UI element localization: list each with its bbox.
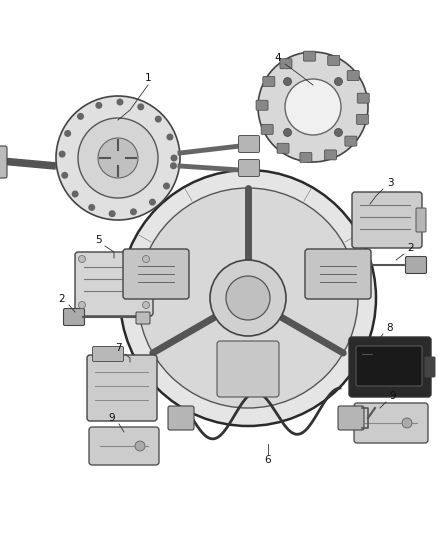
Circle shape <box>77 113 84 120</box>
Circle shape <box>258 52 368 162</box>
Circle shape <box>71 190 78 198</box>
Circle shape <box>166 134 173 141</box>
Circle shape <box>155 116 162 123</box>
FancyBboxPatch shape <box>87 355 157 421</box>
Circle shape <box>335 77 343 85</box>
Circle shape <box>283 77 292 85</box>
FancyBboxPatch shape <box>406 256 427 273</box>
Circle shape <box>95 102 102 109</box>
Circle shape <box>120 170 376 426</box>
FancyBboxPatch shape <box>345 136 357 146</box>
FancyBboxPatch shape <box>354 403 428 443</box>
FancyBboxPatch shape <box>300 152 312 163</box>
Circle shape <box>98 138 138 178</box>
FancyBboxPatch shape <box>347 70 359 80</box>
Circle shape <box>163 182 170 190</box>
Circle shape <box>135 441 145 451</box>
Text: 4: 4 <box>275 53 281 63</box>
Circle shape <box>61 172 68 179</box>
Circle shape <box>78 118 158 198</box>
FancyBboxPatch shape <box>256 100 268 110</box>
Text: 9: 9 <box>109 413 115 423</box>
Circle shape <box>285 79 341 135</box>
Circle shape <box>64 130 71 137</box>
FancyBboxPatch shape <box>416 208 426 232</box>
Circle shape <box>170 162 177 169</box>
Circle shape <box>402 418 412 428</box>
Circle shape <box>142 302 149 309</box>
Text: 6: 6 <box>265 455 271 465</box>
FancyBboxPatch shape <box>277 143 289 154</box>
FancyBboxPatch shape <box>356 346 422 386</box>
Text: 2: 2 <box>59 294 65 304</box>
FancyBboxPatch shape <box>136 312 150 324</box>
FancyBboxPatch shape <box>357 115 368 124</box>
Circle shape <box>149 199 156 206</box>
Text: 9: 9 <box>390 391 396 401</box>
Circle shape <box>78 255 85 262</box>
FancyBboxPatch shape <box>0 146 7 178</box>
FancyBboxPatch shape <box>349 337 431 397</box>
FancyBboxPatch shape <box>352 192 422 248</box>
FancyBboxPatch shape <box>357 93 369 103</box>
FancyBboxPatch shape <box>349 260 363 272</box>
Circle shape <box>335 128 343 136</box>
FancyBboxPatch shape <box>325 150 336 160</box>
Circle shape <box>210 260 286 336</box>
Circle shape <box>56 96 180 220</box>
FancyBboxPatch shape <box>92 346 124 361</box>
Circle shape <box>142 255 149 262</box>
FancyBboxPatch shape <box>239 135 259 152</box>
Circle shape <box>283 128 292 136</box>
FancyBboxPatch shape <box>425 357 435 377</box>
Circle shape <box>226 276 270 320</box>
FancyBboxPatch shape <box>280 59 292 69</box>
Circle shape <box>78 302 85 309</box>
Circle shape <box>129 273 149 293</box>
Text: 7: 7 <box>115 343 121 353</box>
Circle shape <box>59 151 66 158</box>
FancyBboxPatch shape <box>239 159 259 176</box>
Circle shape <box>170 155 177 161</box>
FancyBboxPatch shape <box>217 341 279 397</box>
Text: 1: 1 <box>145 73 151 83</box>
Circle shape <box>137 103 144 110</box>
FancyBboxPatch shape <box>123 249 189 299</box>
Circle shape <box>130 208 137 215</box>
FancyBboxPatch shape <box>75 252 153 316</box>
Text: 3: 3 <box>387 178 393 188</box>
FancyBboxPatch shape <box>328 55 340 66</box>
FancyBboxPatch shape <box>304 51 315 61</box>
Circle shape <box>88 204 95 211</box>
FancyBboxPatch shape <box>89 427 159 465</box>
Circle shape <box>117 99 124 106</box>
FancyBboxPatch shape <box>305 249 371 299</box>
Circle shape <box>138 188 358 408</box>
Text: 5: 5 <box>95 235 101 245</box>
Text: 8: 8 <box>387 323 393 333</box>
FancyBboxPatch shape <box>263 77 275 86</box>
FancyBboxPatch shape <box>261 124 273 134</box>
FancyBboxPatch shape <box>168 406 194 430</box>
Circle shape <box>109 210 116 217</box>
FancyBboxPatch shape <box>64 309 85 326</box>
FancyBboxPatch shape <box>338 406 364 430</box>
Text: 2: 2 <box>408 243 414 253</box>
